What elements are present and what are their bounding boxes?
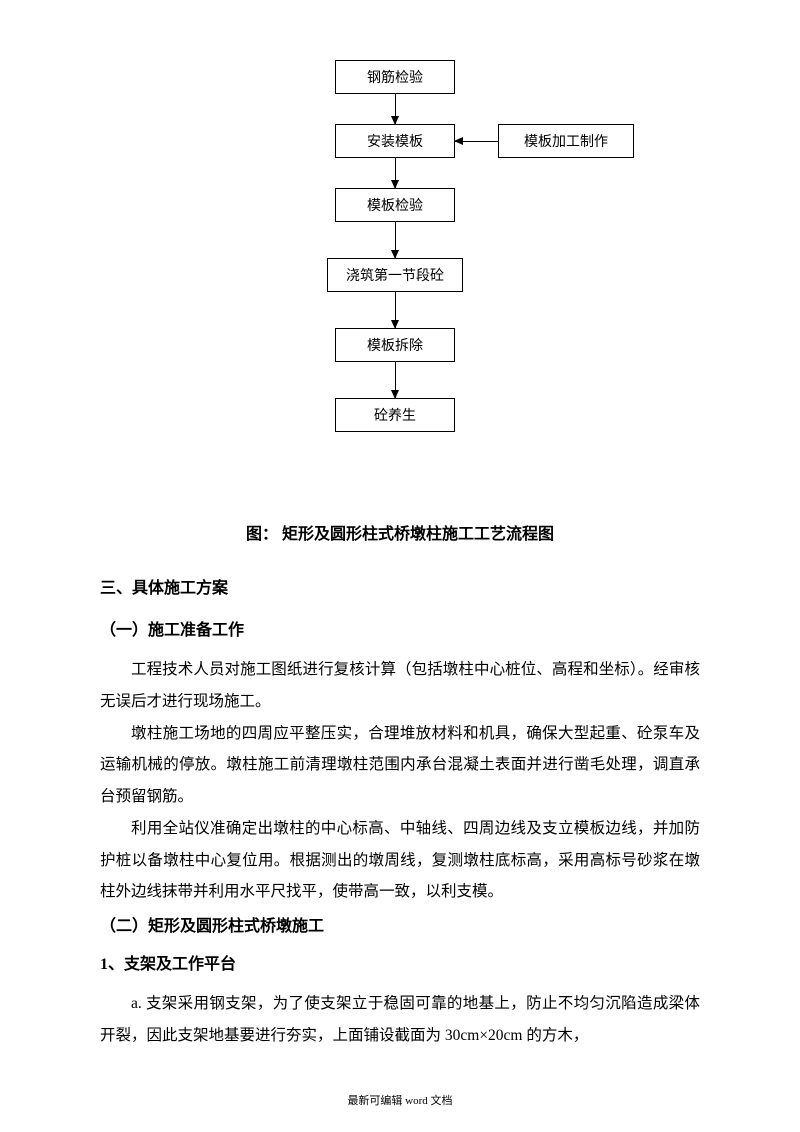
flow-node-curing: 砼养生 <box>335 398 455 432</box>
flow-arrow <box>395 222 396 258</box>
figure-caption: 图： 矩形及圆形柱式桥墩柱施工工艺流程图 <box>100 520 700 544</box>
section-3-heading: 三、具体施工方案 <box>100 574 700 598</box>
paragraph: 工程技术人员对施工图纸进行复核计算（包括墩柱中心桩位、高程和坐标）。经审核无误后… <box>100 654 700 718</box>
flow-arrow <box>395 158 396 188</box>
flow-node-install-formwork: 安装模板 <box>335 124 455 158</box>
page-footer: 最新可编辑 word 文档 <box>0 1092 800 1108</box>
flow-node-formwork-make: 模板加工制作 <box>498 124 634 158</box>
paragraph: 利用全站仪准确定出墩柱的中心标高、中轴线、四周边线及支立模板边线，并加防护桩以备… <box>100 813 700 908</box>
paragraph: 墩柱施工场地的四周应平整压实，合理堆放材料和机具，确保大型起重、砼泵车及运输机械… <box>100 718 700 813</box>
flow-arrow <box>395 94 396 124</box>
flow-arrow <box>395 362 396 398</box>
flow-node-remove-formwork: 模板拆除 <box>335 328 455 362</box>
flow-arrow-h <box>455 141 498 142</box>
flow-node-formwork-inspect: 模板检验 <box>335 188 455 222</box>
flow-node-pour-concrete: 浇筑第一节段砼 <box>327 258 463 292</box>
flowchart: 钢筋检验 安装模板 模板检验 浇筑第一节段砼 模板拆除 砼养生 模板加工制作 <box>100 60 700 480</box>
num-heading-1: 1、支架及工作平台 <box>100 950 700 974</box>
sub-1-heading: （一）施工准备工作 <box>100 616 700 640</box>
flow-node-steel-inspect: 钢筋检验 <box>335 60 455 94</box>
paragraph: a. 支架采用钢支架，为了使支架立于稳固可靠的地基上，防止不均匀沉陷造成梁体开裂… <box>100 988 700 1052</box>
sub-2-heading: （二）矩形及圆形柱式桥墩施工 <box>100 912 700 936</box>
flow-arrow <box>395 292 396 328</box>
